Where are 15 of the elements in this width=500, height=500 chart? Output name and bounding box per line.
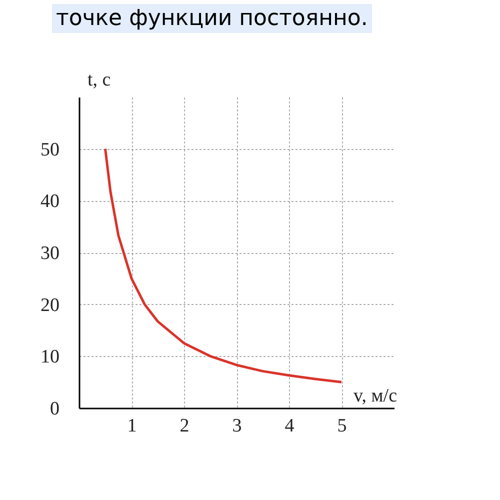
y-tick-label: 50 xyxy=(40,139,60,160)
y-tick-label: 30 xyxy=(40,243,60,264)
y-tick-label: 10 xyxy=(40,346,60,368)
x-tick-label: 1 xyxy=(127,416,137,436)
text: точке функции постоянно. xyxy=(52,4,372,33)
y-tick-label: 40 xyxy=(40,191,60,212)
x-tick-label: 5 xyxy=(337,416,347,436)
y-tick-label: 20 xyxy=(40,294,60,316)
x-axis-title: v, м/с xyxy=(354,386,398,406)
y-tick-label: 0 xyxy=(50,398,60,420)
x-tick-label: 3 xyxy=(232,416,242,436)
line-series xyxy=(104,148,343,384)
x-tick-label: 2 xyxy=(180,416,190,436)
x-tick-label: 4 xyxy=(284,416,295,436)
y-axis-title: t, с xyxy=(88,70,111,90)
